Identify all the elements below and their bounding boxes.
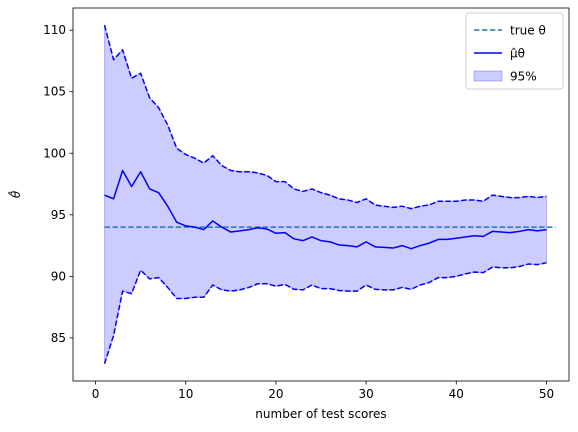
x-tick-label: 50 — [539, 387, 554, 401]
x-tick-label: 10 — [178, 387, 193, 401]
legend-swatch-band — [473, 70, 503, 82]
y-axis-label: θ̂ — [7, 190, 23, 198]
y-tick-label: 85 — [51, 331, 66, 345]
x-tick-label: 20 — [268, 387, 283, 401]
y-tick-label: 110 — [43, 23, 66, 37]
legend-label-true: true θ — [510, 24, 546, 38]
x-tick-label: 40 — [449, 387, 464, 401]
y-tick-label: 90 — [51, 269, 66, 283]
x-tick-label: 0 — [92, 387, 100, 401]
lower-bound-line — [103, 262, 547, 364]
x-axis-label: number of test scores — [255, 407, 386, 421]
mu-hat-line — [104, 169, 547, 250]
y-tick-label: 100 — [43, 146, 66, 160]
upper-bound-line — [103, 25, 547, 210]
legend-frame — [465, 12, 564, 90]
axes-frame — [72, 7, 570, 382]
x-tick-label: 30 — [358, 387, 373, 401]
y-tick-label: 95 — [51, 208, 66, 222]
legend-label-band: 95% — [510, 70, 537, 84]
y-tick-label: 105 — [43, 85, 66, 99]
legend: true θ μ̂θ 95% — [465, 12, 564, 90]
legend-label-mu: μ̂θ — [510, 47, 525, 61]
